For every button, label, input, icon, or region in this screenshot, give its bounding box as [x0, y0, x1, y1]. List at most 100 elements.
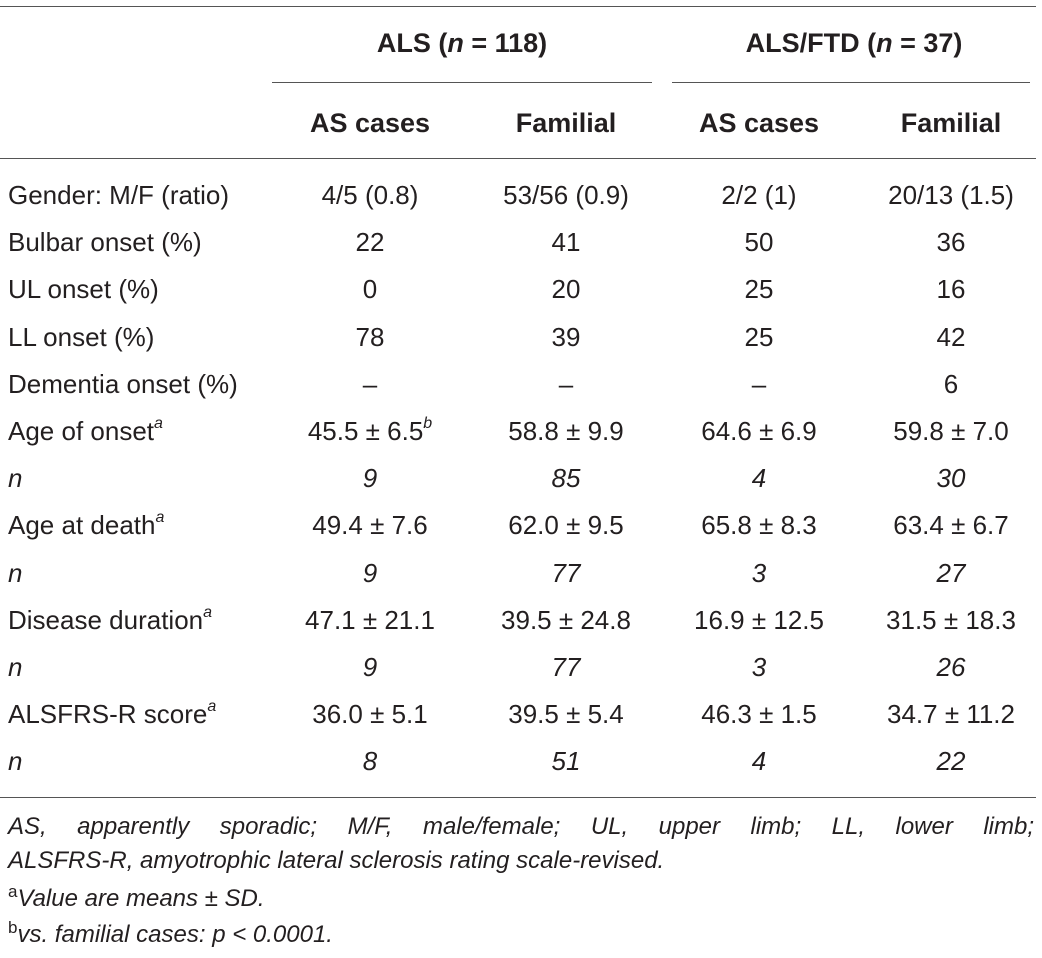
cell-value: 58.8 ± 9.9 — [508, 416, 624, 446]
table-cell: 53/56 (0.9) — [468, 180, 664, 210]
cell-value: 77 — [551, 652, 581, 682]
cell-value: 39.5 ± 5.4 — [508, 699, 624, 729]
cell-value: 4 — [751, 746, 767, 776]
row-label-text: Bulbar onset (%) — [8, 227, 202, 257]
row-label-text: n — [8, 463, 23, 493]
cell-value: 36 — [936, 227, 966, 257]
table-cell: 4 — [664, 463, 854, 493]
row-label-text: n — [8, 558, 23, 588]
table-cell: 30 — [854, 463, 1042, 493]
table-cell: 42 — [854, 322, 1042, 352]
table-cell: 26 — [854, 652, 1042, 682]
table-cell: 31.5 ± 18.3 — [854, 605, 1042, 635]
subheader-als-as-cases: AS cases — [309, 108, 431, 138]
footnote-b-marker: b — [8, 918, 18, 937]
row-label-text: UL onset (%) — [8, 274, 159, 304]
cell-value: 9 — [362, 652, 378, 682]
footnote-abbreviations-2: ALSFRS-R, amyotrophic lateral sclerosis … — [8, 847, 665, 874]
cell-value: 63.4 ± 6.7 — [893, 510, 1009, 540]
cell-value: 3 — [751, 558, 767, 588]
table-cell: 34.7 ± 11.2 — [854, 699, 1042, 729]
table-cell: 77 — [468, 652, 664, 682]
row-label: Bulbar onset (%) — [8, 227, 202, 257]
footnote-b: bvs. familial cases: p < 0.0001. — [8, 918, 333, 950]
cell-value: 20/13 (1.5) — [888, 180, 1014, 210]
table-cell: 39 — [468, 322, 664, 352]
table-cell: 6 — [854, 369, 1042, 399]
row-label: n — [8, 746, 22, 776]
footnote-a-marker: a — [8, 882, 18, 901]
footnote-abbreviations-1: AS, apparently sporadic; M/F, male/femal… — [8, 813, 1034, 840]
cell-value: 6 — [943, 369, 959, 399]
table-cell: 46.3 ± 1.5 — [664, 699, 854, 729]
cell-value: 62.0 ± 9.5 — [508, 510, 624, 540]
table-cell: 4 — [664, 746, 854, 776]
cell-value: 25 — [744, 274, 774, 304]
group-rule-als — [272, 82, 652, 83]
table-cell: 50 — [664, 227, 854, 257]
cell-value: 26 — [936, 652, 966, 682]
subheader-ftd-as-cases: AS cases — [698, 108, 820, 138]
table-cell: 25 — [664, 274, 854, 304]
row-label-text: LL onset (%) — [8, 322, 155, 352]
table-cell: 22 — [854, 746, 1042, 776]
row-label: UL onset (%) — [8, 274, 159, 304]
row-label-text: Gender: M/F (ratio) — [8, 180, 230, 210]
row-label: n — [8, 463, 22, 493]
row-label: Age of onseta — [8, 416, 163, 446]
row-label-text: Dementia onset (%) — [8, 369, 238, 399]
row-label: Age at deatha — [8, 510, 164, 540]
table-cell: 3 — [664, 652, 854, 682]
table-cell: 20/13 (1.5) — [854, 180, 1042, 210]
cell-value: 31.5 ± 18.3 — [886, 605, 1016, 635]
cell-value: – — [362, 369, 378, 399]
table-cell: 45.5 ± 6.5b — [272, 416, 468, 446]
table-cell: 58.8 ± 9.9 — [468, 416, 664, 446]
cell-value: 30 — [936, 463, 966, 493]
table-cell: 20 — [468, 274, 664, 304]
cell-value: 41 — [551, 227, 581, 257]
row-label: n — [8, 558, 22, 588]
cell-value: 25 — [744, 322, 774, 352]
table-cell: 25 — [664, 322, 854, 352]
table-cell: 16.9 ± 12.5 — [664, 605, 854, 635]
cell-value: – — [558, 369, 574, 399]
subheader-als-familial: Familial — [515, 108, 617, 138]
cell-value: 49.4 ± 7.6 — [312, 510, 428, 540]
footnote-b-text: vs. familial cases: p < 0.0001. — [17, 921, 333, 948]
table-cell: 62.0 ± 9.5 — [468, 510, 664, 540]
table-cell: 63.4 ± 6.7 — [854, 510, 1042, 540]
row-label: LL onset (%) — [8, 322, 154, 352]
table-cell: 49.4 ± 7.6 — [272, 510, 468, 540]
cell-value: 65.8 ± 8.3 — [701, 510, 817, 540]
cell-value: 59.8 ± 7.0 — [893, 416, 1009, 446]
bottom-rule — [0, 797, 1036, 798]
cell-value: 34.7 ± 11.2 — [887, 699, 1015, 729]
footnote-a-text: Value are means ± SD. — [17, 885, 265, 912]
row-label-text: n — [8, 746, 23, 776]
row-label-text: n — [8, 652, 23, 682]
table-cell: 41 — [468, 227, 664, 257]
table-cell: 51 — [468, 746, 664, 776]
table-cell: 27 — [854, 558, 1042, 588]
table-cell: 9 — [272, 558, 468, 588]
table-cell: – — [664, 369, 854, 399]
table-cell: – — [272, 369, 468, 399]
row-label-text: Age at death — [8, 510, 156, 540]
cell-value: 78 — [355, 322, 385, 352]
subheader-ftd-familial: Familial — [900, 108, 1002, 138]
cell-value: 53/56 (0.9) — [503, 180, 629, 210]
table-cell: 2/2 (1) — [664, 180, 854, 210]
cell-value: 3 — [751, 652, 767, 682]
table-cell: 36 — [854, 227, 1042, 257]
table-cell: 22 — [272, 227, 468, 257]
cell-value: 36.0 ± 5.1 — [312, 699, 428, 729]
table-cell: 39.5 ± 5.4 — [468, 699, 664, 729]
table-cell: 0 — [272, 274, 468, 304]
table-cell: – — [468, 369, 664, 399]
table-cell: 85 — [468, 463, 664, 493]
row-label: Gender: M/F (ratio) — [8, 180, 229, 210]
cell-value: 22 — [936, 746, 966, 776]
cell-value: 50 — [744, 227, 774, 257]
